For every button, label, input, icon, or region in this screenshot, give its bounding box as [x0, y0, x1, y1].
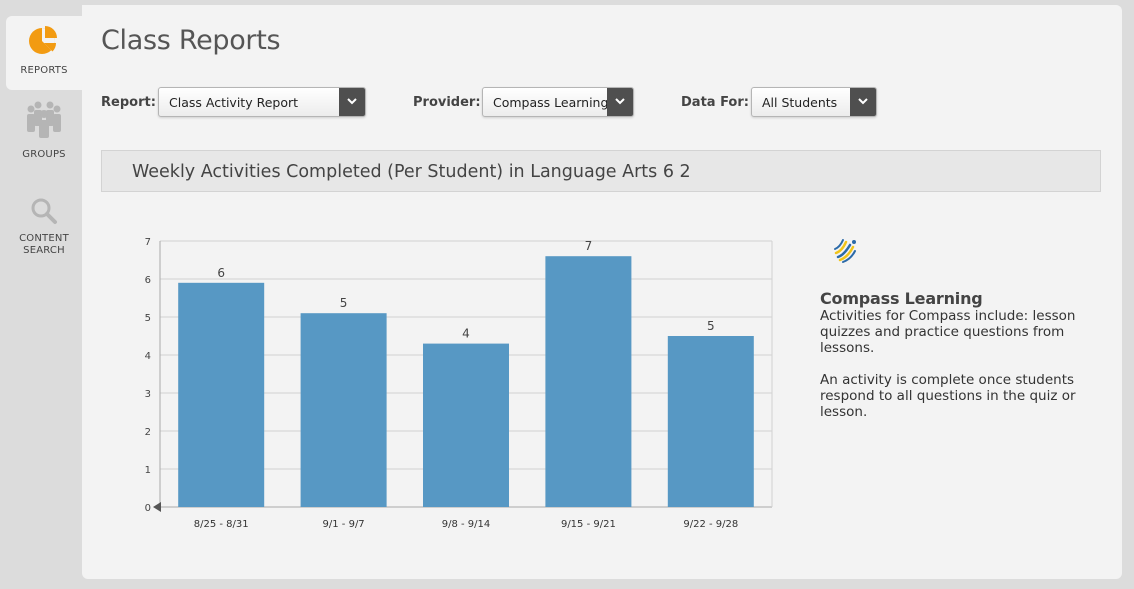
provider-name: Compass Learning: [820, 289, 983, 308]
provider-filter-label: Provider:: [413, 95, 481, 110]
report-filter-label: Report:: [101, 95, 156, 110]
y-tick-label: 0: [145, 503, 151, 514]
chevron-down-icon: [339, 88, 365, 116]
people-group-icon: [27, 101, 61, 138]
sidebar-item-label: CONTENT SEARCH: [19, 233, 69, 256]
bar-data-label: 7: [585, 239, 593, 253]
bar-data-label: 5: [707, 319, 715, 333]
sidebar-item-label: REPORTS: [20, 65, 68, 76]
sidebar-item-groups[interactable]: GROUPS: [6, 100, 82, 164]
report-heading: Weekly Activities Completed (Per Student…: [132, 162, 691, 182]
bar-data-label: 4: [462, 327, 470, 341]
y-tick-label: 4: [145, 351, 151, 362]
x-tick-label: 8/25 - 8/31: [194, 519, 249, 530]
y-tick-label: 6: [145, 275, 151, 286]
main-panel: Class Reports Report: Class Activity Rep…: [82, 5, 1122, 579]
bar-data-label: 6: [217, 266, 225, 280]
magnifier-icon: [31, 198, 57, 224]
bar: [178, 282, 265, 507]
compass-learning-logo-icon: [834, 239, 856, 263]
report-heading-bar: Weekly Activities Completed (Per Student…: [101, 150, 1101, 192]
provider-select-value: Compass Learning: [493, 95, 609, 110]
data-for-filter-label: Data For:: [681, 95, 749, 110]
data-for-select-value: All Students: [762, 95, 838, 110]
provider-info-panel: Compass Learning Activities for Compass …: [820, 235, 1090, 420]
chevron-down-icon: [850, 88, 876, 116]
axis-arrow-icon: [153, 502, 161, 512]
chevron-down-icon: [607, 88, 633, 116]
sidebar-item-reports[interactable]: REPORTS: [6, 16, 82, 90]
bar: [667, 336, 754, 507]
bar-data-label: 5: [340, 296, 348, 310]
y-tick-label: 2: [145, 427, 151, 438]
bar: [423, 343, 509, 507]
pie-chart-icon: [29, 26, 57, 54]
y-tick-label: 3: [145, 389, 151, 400]
x-tick-label: 9/22 - 9/28: [683, 519, 738, 530]
data-for-select[interactable]: All Students: [751, 87, 877, 117]
bar: [300, 313, 387, 507]
x-tick-label: 9/15 - 9/21: [561, 519, 616, 530]
bar: [545, 256, 632, 507]
provider-description: Activities for Compass include: lesson q…: [820, 308, 1076, 356]
x-tick-label: 9/1 - 9/7: [323, 519, 365, 530]
report-select[interactable]: Class Activity Report: [158, 87, 366, 117]
report-select-value: Class Activity Report: [169, 95, 299, 110]
provider-select[interactable]: Compass Learning: [482, 87, 634, 117]
y-tick-label: 7: [145, 237, 151, 248]
x-tick-label: 9/8 - 9/14: [442, 519, 491, 530]
sidebar-item-content-search[interactable]: CONTENT SEARCH: [6, 196, 82, 258]
y-tick-label: 1: [145, 465, 151, 476]
completion-note: An activity is complete once students re…: [820, 372, 1076, 420]
sidebar: REPORTS GROUPS CONTENT SEARCH: [0, 0, 82, 589]
sidebar-item-label: GROUPS: [22, 149, 66, 160]
weekly-activities-bar-chart: 0 1 2 3 4 5 6 7 6 8/25 - 8/31 5 9/1 - 9/7 4 9/8 - 9/1…: [145, 237, 773, 530]
y-tick-label: 5: [145, 313, 151, 324]
page-title: Class Reports: [101, 25, 281, 56]
